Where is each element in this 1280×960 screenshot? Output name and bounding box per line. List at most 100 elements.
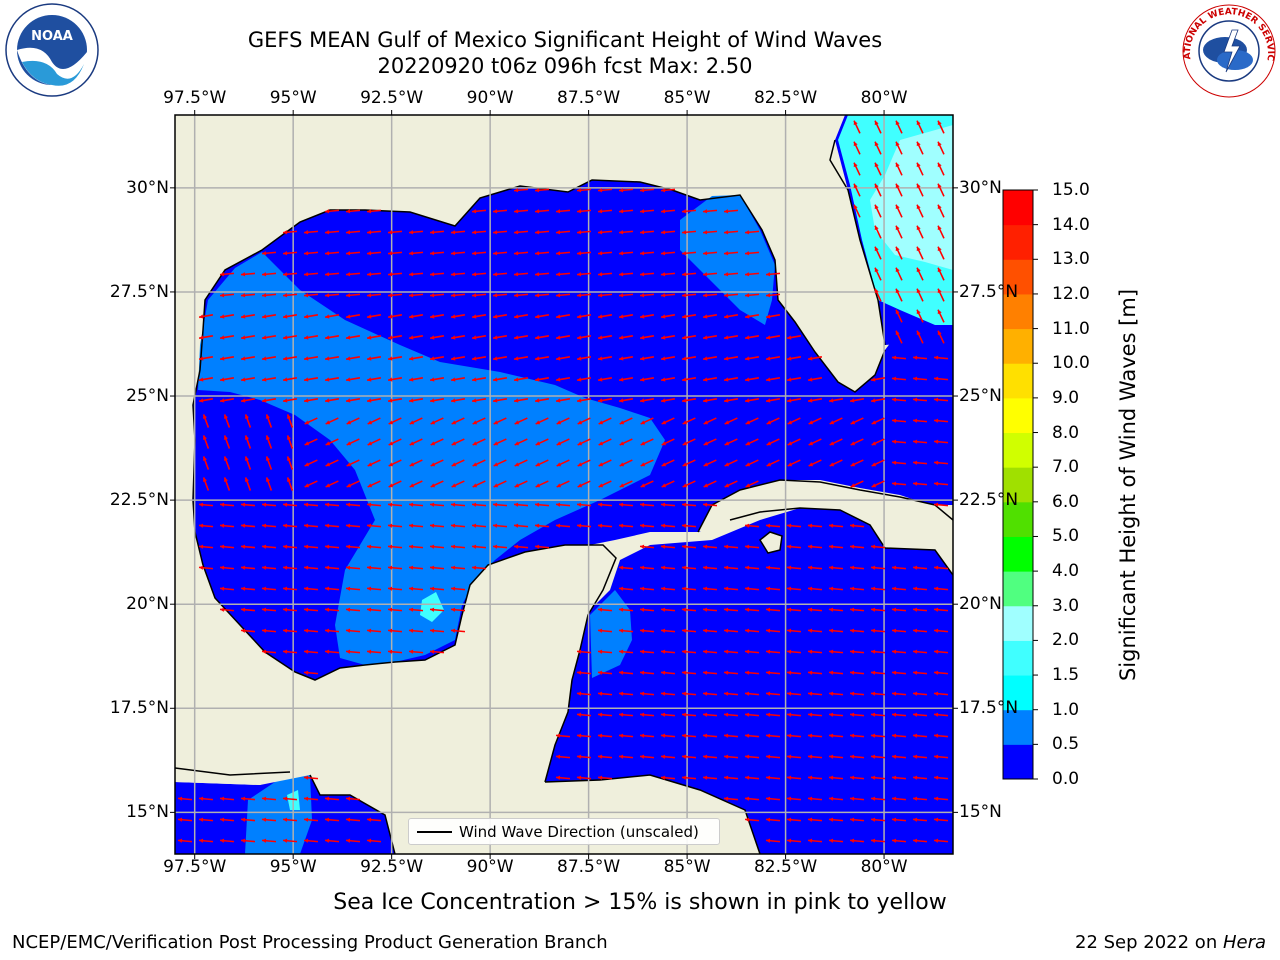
wave-direction-arrow — [471, 272, 487, 277]
colorbar-frame — [1002, 189, 1034, 780]
wave-direction-arrow — [366, 313, 382, 319]
colorbar-tick-label: 0.5 — [1052, 734, 1080, 755]
noaa-logo: NOAA — [5, 3, 99, 97]
wave-direction-arrow — [807, 376, 823, 382]
wave-direction-arrow — [597, 628, 613, 633]
wave-direction-arrow — [240, 796, 256, 801]
wave-direction-arrow — [265, 414, 273, 428]
wave-direction-arrow — [387, 230, 403, 235]
wave-direction-arrow — [618, 670, 634, 675]
wave-direction-arrow — [556, 438, 570, 446]
wave-direction-arrow — [933, 733, 949, 738]
wave-direction-arrow — [870, 796, 886, 801]
wave-direction-arrow — [682, 438, 696, 446]
lon-tick-label: 87.5°W — [557, 857, 621, 877]
wave-direction-arrow — [388, 417, 402, 425]
wave-direction-arrow — [787, 459, 801, 467]
wave-direction-arrow — [534, 293, 550, 298]
wave-direction-arrow — [513, 188, 529, 193]
wave-direction-arrow — [766, 438, 780, 446]
wave-direction-arrow — [807, 691, 823, 696]
lat-tick-label: 15°N — [126, 802, 169, 823]
wave-direction-arrow — [874, 267, 882, 281]
wave-direction-arrow — [366, 397, 382, 403]
wave-direction-arrow — [303, 796, 319, 801]
wave-direction-arrow — [387, 628, 403, 633]
wave-direction-arrow — [366, 565, 382, 570]
wave-direction-arrow — [661, 459, 675, 467]
lon-tick-label: 82.5°W — [753, 857, 818, 877]
wave-direction-arrow — [219, 502, 235, 507]
wave-direction-arrow — [895, 225, 903, 239]
wave-direction-arrow — [786, 817, 802, 822]
wave-direction-arrow — [577, 459, 591, 467]
wave-direction-arrow — [324, 209, 340, 214]
wave-direction-arrow — [702, 733, 718, 738]
wave-direction-arrow — [492, 502, 508, 507]
wave-direction-arrow — [534, 376, 550, 382]
wave-direction-arrow — [745, 459, 759, 467]
wave-direction-arrow — [723, 649, 739, 654]
wave-direction-arrow — [223, 456, 231, 470]
wave-direction-arrow — [429, 649, 445, 654]
wave-direction-arrow — [787, 417, 801, 425]
wave-direction-arrow — [219, 586, 235, 591]
wave-direction-arrow — [874, 120, 882, 134]
wave-direction-arrow — [366, 293, 382, 298]
wave-direction-arrow — [639, 691, 655, 696]
wave-direction-arrow — [282, 817, 298, 822]
wave-direction-arrow — [937, 204, 945, 218]
wave-direction-arrow — [261, 355, 277, 361]
wave-direction-arrow — [430, 480, 444, 488]
wave-direction-arrow — [240, 397, 256, 403]
wave-direction-arrow — [597, 712, 613, 717]
wave-direction-arrow — [366, 334, 382, 340]
wave-direction-arrow — [409, 480, 423, 488]
wave-direction-arrow — [660, 691, 676, 696]
map-frame — [174, 114, 954, 855]
wave-direction-arrow — [912, 817, 928, 822]
wave-direction-arrow — [303, 523, 319, 528]
wave-direction-arrow — [870, 754, 886, 759]
wave-direction-arrow — [933, 607, 949, 612]
wave-direction-arrow — [660, 313, 676, 319]
lat-tick-label: 20°N — [126, 594, 169, 615]
wave-direction-arrow — [933, 817, 949, 822]
wave-direction-arrow — [345, 397, 361, 403]
wave-direction-arrow — [492, 334, 508, 340]
wave-direction-arrow — [177, 817, 193, 822]
wave-direction-arrow — [387, 565, 403, 570]
wave-direction-arrow — [597, 209, 613, 214]
wave-direction-arrow — [870, 670, 886, 675]
wave-direction-arrow — [387, 272, 403, 277]
wave-direction-arrow — [912, 376, 928, 381]
wave-direction-arrow — [618, 376, 634, 382]
wave-direction-arrow — [492, 355, 508, 361]
wave-direction-arrow — [660, 754, 676, 759]
wave-direction-arrow — [874, 246, 882, 260]
wave-direction-arrow — [933, 355, 949, 360]
wave-direction-arrow — [346, 438, 360, 446]
wave-direction-arrow — [724, 480, 738, 488]
wave-direction-arrow — [388, 480, 402, 488]
wave-direction-arrow — [828, 607, 844, 612]
wave-direction-arrow — [744, 754, 760, 759]
wave-direction-arrow — [874, 141, 882, 155]
wave-direction-arrow — [891, 439, 907, 444]
wave-direction-arrow — [261, 376, 277, 382]
wave-direction-arrow — [702, 628, 718, 633]
wave-direction-arrow — [723, 334, 739, 340]
wave-direction-arrow — [409, 459, 423, 467]
wave-direction-arrow — [765, 397, 781, 403]
wave-direction-arrow — [639, 628, 655, 633]
wave-direction-arrow — [555, 523, 571, 528]
wave-direction-arrow — [933, 670, 949, 675]
wave-direction-arrow — [514, 459, 528, 467]
wave-direction-arrow — [286, 435, 294, 449]
wave-direction-arrow — [219, 796, 235, 801]
wave-direction-arrow — [198, 502, 214, 507]
wave-direction-arrow — [366, 502, 382, 507]
wave-direction-arrow — [828, 712, 844, 717]
wave-direction-arrow — [324, 649, 340, 654]
wave-direction-arrow — [744, 293, 760, 298]
